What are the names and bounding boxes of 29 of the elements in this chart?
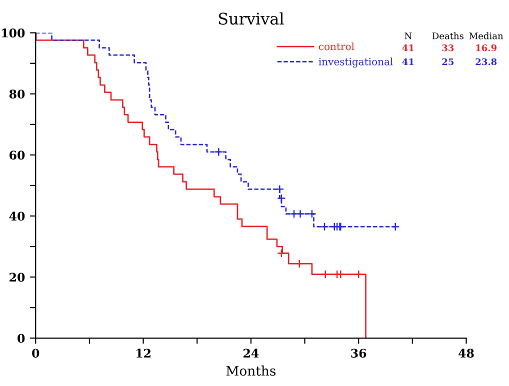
annotation: N xyxy=(404,32,412,40)
y-tick-label: 80 xyxy=(9,90,25,99)
point xyxy=(214,147,224,156)
chart-title: Survival xyxy=(218,12,284,25)
text: 16.9 xyxy=(476,44,497,52)
legend-label: investigational xyxy=(318,58,393,68)
text: 23.8 xyxy=(476,58,497,66)
annotation: 33 xyxy=(442,44,454,52)
y-tick-label: 100 xyxy=(2,28,25,38)
point xyxy=(308,209,316,218)
y-tick-label: 0 xyxy=(18,334,25,343)
y-tick-label: 60 xyxy=(10,150,25,160)
x-tick-label: 12 xyxy=(136,348,150,358)
legend-label: control xyxy=(318,42,354,50)
annotation: 25 xyxy=(442,58,454,66)
y-tick-label: 40 xyxy=(9,212,25,221)
annotation: Deaths xyxy=(432,32,464,40)
x-tick-label: 36 xyxy=(351,348,366,358)
x-tick-label: 24 xyxy=(244,348,259,358)
point xyxy=(296,209,305,218)
x-axis-title: Months xyxy=(226,366,276,376)
y-tick-label: 20 xyxy=(10,272,25,282)
text: Median xyxy=(469,32,504,40)
annotation: 41 xyxy=(402,44,414,52)
annotation: 41 xyxy=(402,58,414,66)
point xyxy=(320,222,329,232)
x-tick-label: 48 xyxy=(458,348,474,358)
x-tick-label: 0 xyxy=(32,348,40,358)
point xyxy=(290,209,298,218)
